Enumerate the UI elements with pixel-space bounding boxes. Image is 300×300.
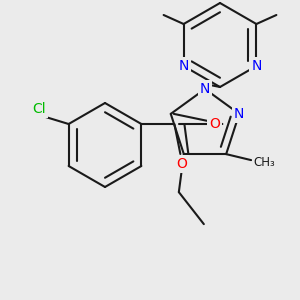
Text: N: N [178, 59, 189, 73]
Text: O: O [209, 117, 220, 131]
Text: Cl: Cl [32, 102, 45, 116]
Text: N: N [200, 82, 210, 96]
Text: N: N [251, 59, 262, 73]
Text: O: O [176, 157, 187, 171]
Text: N: N [234, 107, 244, 121]
Text: CH₃: CH₃ [253, 156, 275, 169]
